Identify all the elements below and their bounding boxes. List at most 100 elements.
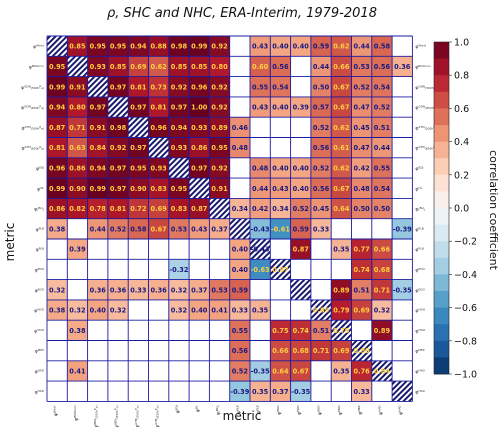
- heatmap-cell: [371, 279, 393, 300]
- diagonal-hatch-cell: [168, 157, 190, 179]
- cell-value-label: 0.94: [90, 164, 107, 172]
- cell-value-label: 0.40: [272, 164, 289, 172]
- cell-value-label: -0.35: [393, 286, 412, 294]
- heatmap-cell: [371, 137, 393, 158]
- heatmap-cell: [209, 36, 230, 57]
- row-tick-label-right: φᵂᵉˢᵗ: [415, 45, 427, 50]
- colorbar-tick-label: 0.8: [454, 71, 469, 82]
- heatmap-cell: [351, 360, 372, 382]
- cell-value-label: 0.32: [171, 286, 188, 294]
- cell-value-label: 0.67: [333, 104, 350, 112]
- cell-value-label: 0.82: [69, 205, 86, 213]
- heatmap-cell: [250, 381, 271, 402]
- cell-value-label: 0.43: [191, 225, 208, 233]
- heatmap-cell: [351, 178, 372, 199]
- cell-value-label: 0.93: [171, 144, 188, 152]
- row-tick-label: φᴼᴰᴺ₍₅₀₀ₕᴾₐ₎: [21, 86, 44, 91]
- cell-value-label: 0.36: [394, 63, 411, 71]
- colorbar: 1.0 0.8 0.6 0.4 0.2 0.0 −0.2 −0.4 −0.6 −0.8 −1.0: [433, 38, 477, 381]
- cell-value-label: 0.66: [333, 63, 350, 71]
- colorbar-band: [434, 141, 449, 159]
- column-tick-label: φᴾᴸᴮ: [256, 405, 262, 413]
- heatmap-cell: [331, 76, 352, 97]
- cell-value-label: 0.93: [191, 124, 208, 132]
- cell-value-label: 0.32: [49, 286, 66, 294]
- heatmap-cell: [270, 178, 291, 199]
- heatmap-cell: [310, 320, 332, 341]
- heatmap-cell: [67, 360, 88, 382]
- row-tick-label-right: φᴾᴸᴮ: [415, 247, 423, 253]
- heatmap: 0.85 0.95 0.95 0.94 0.88 0.98 0.99 0.92 0.43 0.40…: [46, 35, 413, 402]
- heatmap-cell: [189, 56, 210, 77]
- cell-value-label: 0.40: [293, 164, 310, 172]
- cell-value-label: -0.39: [230, 388, 249, 396]
- cell-value-label: 0.44: [313, 63, 330, 71]
- cell-value-label: 0.52: [374, 104, 391, 112]
- cell-value-label: 0.52: [293, 205, 310, 213]
- heatmap-cell: [209, 96, 230, 118]
- heatmap-cell: [189, 96, 210, 118]
- heatmap-cell: [229, 320, 250, 341]
- cell-value-label: 0.98: [110, 124, 127, 132]
- heatmap-cell: [148, 178, 169, 199]
- cell-value-label: 0.41: [211, 307, 228, 315]
- cell-value-label: 0.39: [293, 104, 310, 112]
- column-tick-label: φᴱᴰᴼ: [276, 405, 282, 415]
- cell-value-label: 0.43: [272, 185, 289, 193]
- cell-value-label: 0.85: [110, 63, 127, 71]
- cell-value-label: 0.43: [252, 104, 269, 112]
- heatmap-cell: [168, 259, 190, 280]
- colorbar-band: [434, 241, 449, 259]
- colorbar-band: [434, 324, 449, 342]
- heatmap-cell: [107, 178, 129, 199]
- heatmap-cell: [290, 381, 311, 402]
- colorbar-tick-label: 0.6: [454, 104, 469, 115]
- heatmap-cell: [189, 198, 210, 219]
- cell-value-label: -0.39: [393, 225, 412, 233]
- cell-value-label: 0.98: [171, 43, 188, 51]
- colorbar-tick-label: 0.4: [454, 137, 469, 148]
- heatmap-cell: [168, 76, 190, 97]
- heatmap-cell: [371, 178, 393, 199]
- heatmap-cell: [250, 96, 271, 118]
- heatmap-cell: [107, 279, 129, 300]
- cell-value-label: 0.83: [171, 205, 188, 213]
- heatmap-cell: [189, 137, 210, 158]
- row-tick-label: φᴱᴰᴼ: [35, 267, 45, 273]
- cell-value-label: 0.99: [49, 83, 66, 91]
- cell-value-label: 0.52: [110, 225, 127, 233]
- heatmap-cell: [371, 157, 393, 179]
- cell-value-label: 0.51: [374, 124, 391, 132]
- heatmap-cell: [290, 320, 311, 341]
- heatmap-cell: [331, 340, 352, 361]
- row-tick-label-right: φᴴᴰᴼ: [415, 308, 425, 314]
- heatmap-cell: [250, 76, 271, 97]
- colorbar-band: [434, 174, 449, 192]
- cell-value-label: 0.51: [313, 327, 330, 335]
- heatmap-cell: [107, 299, 129, 321]
- heatmap-cell: [371, 36, 393, 57]
- row-tick-label: φᴱᴰᴼ: [35, 288, 45, 294]
- colorbar-band: [434, 357, 449, 375]
- heatmap-cell: [107, 117, 129, 138]
- row-tick-label: φᴮᴼᴼᵐᵐ: [29, 64, 44, 70]
- cell-value-label: 0.37: [211, 225, 228, 233]
- heatmap-cell: [351, 56, 372, 77]
- row-tick-label-right: φᴱᴰᴼ: [415, 267, 425, 273]
- cell-value-label: 0.40: [232, 246, 249, 254]
- cell-value-label: 0.92: [211, 104, 228, 112]
- row-tick-label-right: φᴴᴰᴼ: [415, 328, 425, 334]
- colorbar-band: [434, 291, 449, 308]
- cell-value-label: 0.38: [49, 307, 66, 315]
- cell-value-label: 0.89: [374, 327, 391, 335]
- cell-value-label: 0.54: [374, 185, 391, 193]
- heatmap-cell: [310, 117, 332, 138]
- cell-value-label: 0.52: [354, 83, 371, 91]
- diagonal-hatch-cell: [331, 320, 352, 341]
- heatmap-cell: [148, 56, 169, 77]
- row-tick-label-right: φᴱᴰᴶ: [415, 166, 423, 172]
- cell-value-label: 0.87: [191, 205, 208, 213]
- colorbar-band: [434, 158, 449, 176]
- heatmap-cell: [229, 299, 250, 321]
- cell-value-label: 0.69: [333, 347, 350, 355]
